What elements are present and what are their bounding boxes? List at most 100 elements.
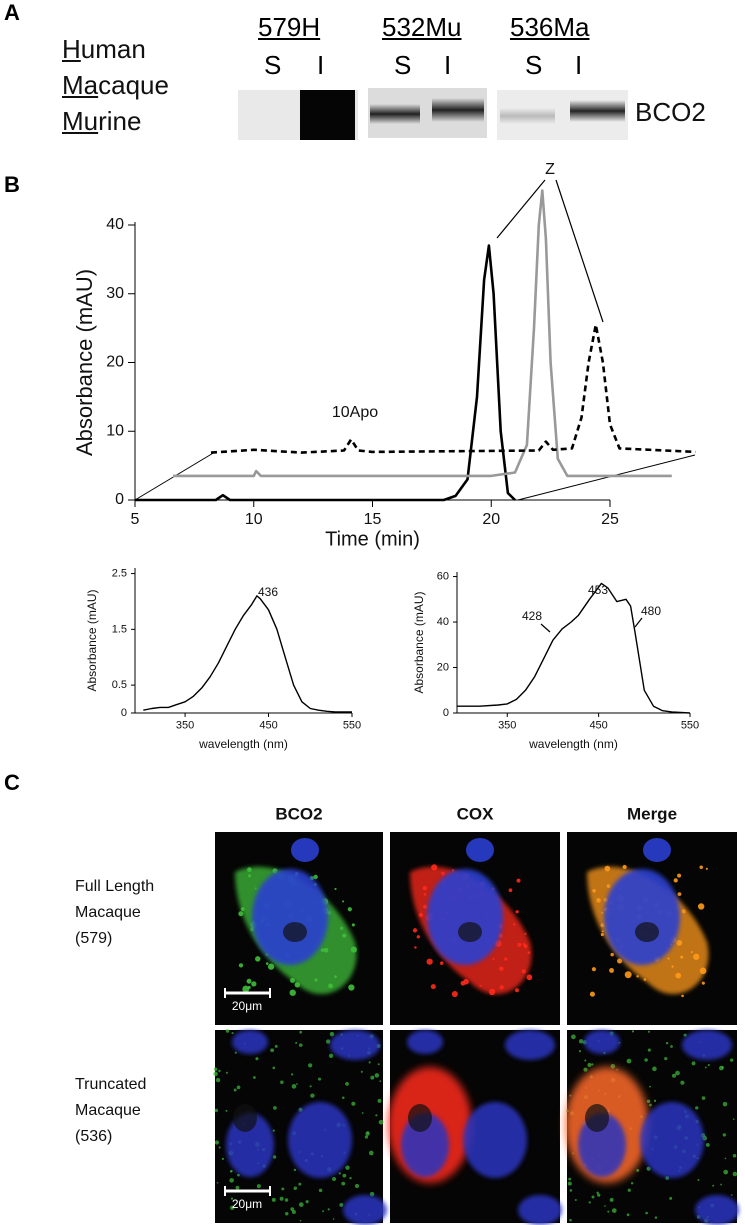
- speckle: [369, 1191, 375, 1197]
- y-axis-label: Absorbance (mAU): [72, 269, 97, 456]
- x-tick-label: 350: [176, 720, 194, 732]
- speckle: [732, 1118, 735, 1120]
- speckle: [246, 978, 252, 984]
- x-tick-label: 450: [589, 720, 607, 732]
- micrograph: [565, 1030, 739, 1225]
- speckle: [313, 874, 318, 880]
- nucleolus: [408, 1104, 432, 1132]
- speckle: [370, 1075, 375, 1080]
- speckle: [338, 1172, 341, 1175]
- speckle: [705, 1142, 710, 1147]
- lane-label: I: [444, 50, 452, 80]
- speckle: [255, 1057, 259, 1061]
- species-label: Human: [62, 36, 146, 62]
- speckle: [289, 989, 296, 996]
- speckle: [606, 884, 611, 888]
- speckle: [354, 1183, 360, 1189]
- panel-label: A: [4, 0, 20, 25]
- speckle: [622, 864, 627, 870]
- speckle: [522, 943, 526, 946]
- nucleus: [682, 1030, 732, 1060]
- speckle: [242, 985, 250, 993]
- micrograph: [567, 832, 737, 1025]
- speckle: [499, 966, 504, 971]
- nucleolus: [585, 1104, 609, 1132]
- speckle: [365, 1131, 370, 1136]
- speckle: [299, 1030, 303, 1034]
- row-label: Truncated: [75, 1076, 146, 1093]
- annotation: Z: [545, 161, 555, 178]
- nucleus: [604, 869, 680, 965]
- speckle: [567, 1181, 572, 1186]
- speckle: [265, 962, 269, 965]
- speckle: [587, 1062, 592, 1067]
- speckle: [329, 1031, 335, 1037]
- speckle: [677, 873, 682, 878]
- x-tick-label: 20: [482, 511, 500, 528]
- speckle: [627, 1188, 631, 1192]
- nucleus: [330, 1030, 380, 1060]
- speckle: [323, 947, 329, 953]
- speckle: [281, 1187, 285, 1191]
- speckle: [675, 1070, 680, 1076]
- speckle: [596, 898, 601, 903]
- speckle: [597, 1193, 601, 1197]
- x-tick-label: 450: [259, 720, 277, 732]
- speckle: [654, 1216, 658, 1219]
- speckle: [233, 1088, 237, 1092]
- y-tick-label: 0: [443, 707, 449, 719]
- annotation: 10Apo: [332, 404, 378, 421]
- blot-header: 532Mu: [382, 12, 462, 42]
- annotation: 428: [522, 609, 542, 623]
- speckle: [230, 1169, 233, 1173]
- speckle: [699, 865, 704, 870]
- speckle: [345, 1081, 349, 1086]
- speckle: [351, 923, 355, 927]
- nucleolus: [283, 922, 307, 942]
- x-tick-label: 15: [364, 511, 382, 528]
- speckle: [293, 1186, 297, 1190]
- speckle: [375, 1114, 378, 1117]
- speckle: [293, 1168, 297, 1172]
- speckle: [697, 1179, 700, 1182]
- species-rest: rine: [98, 106, 142, 136]
- speckle: [730, 1194, 733, 1196]
- speckle: [214, 1108, 218, 1113]
- speckle: [527, 951, 531, 955]
- trace: [173, 189, 672, 478]
- speckle: [508, 888, 513, 893]
- micrograph: [388, 1030, 562, 1225]
- speckle: [504, 957, 508, 961]
- speckle: [342, 1173, 347, 1178]
- nucleus: [407, 1030, 443, 1054]
- speckle: [636, 975, 639, 978]
- speckle: [215, 1077, 221, 1083]
- speckle: [368, 1061, 371, 1064]
- nucleus: [232, 1030, 268, 1054]
- x-axis-label: wavelength (nm): [198, 737, 288, 751]
- scale-bar-label: 20μm: [232, 999, 262, 1013]
- speckle: [379, 1080, 382, 1082]
- speckle: [341, 1181, 346, 1186]
- speckle: [675, 972, 682, 979]
- speckle: [460, 980, 466, 986]
- speckle: [592, 889, 596, 893]
- speckle: [423, 904, 428, 909]
- nucleus: [252, 869, 328, 965]
- speckle: [225, 1109, 228, 1112]
- speckle: [368, 1150, 374, 1156]
- blot-header: 536Ma: [510, 12, 590, 42]
- speckle: [430, 984, 436, 990]
- speckle: [479, 984, 482, 987]
- speckle: [334, 975, 337, 978]
- speckle: [721, 1066, 724, 1069]
- speckle: [339, 1202, 344, 1207]
- speckle: [305, 1200, 309, 1204]
- speckle: [237, 1173, 240, 1177]
- species-abbrev: Ma: [62, 70, 99, 100]
- speckle: [652, 1066, 657, 1072]
- speckle: [422, 885, 427, 891]
- speckle: [274, 1044, 278, 1048]
- speckle: [225, 1071, 229, 1074]
